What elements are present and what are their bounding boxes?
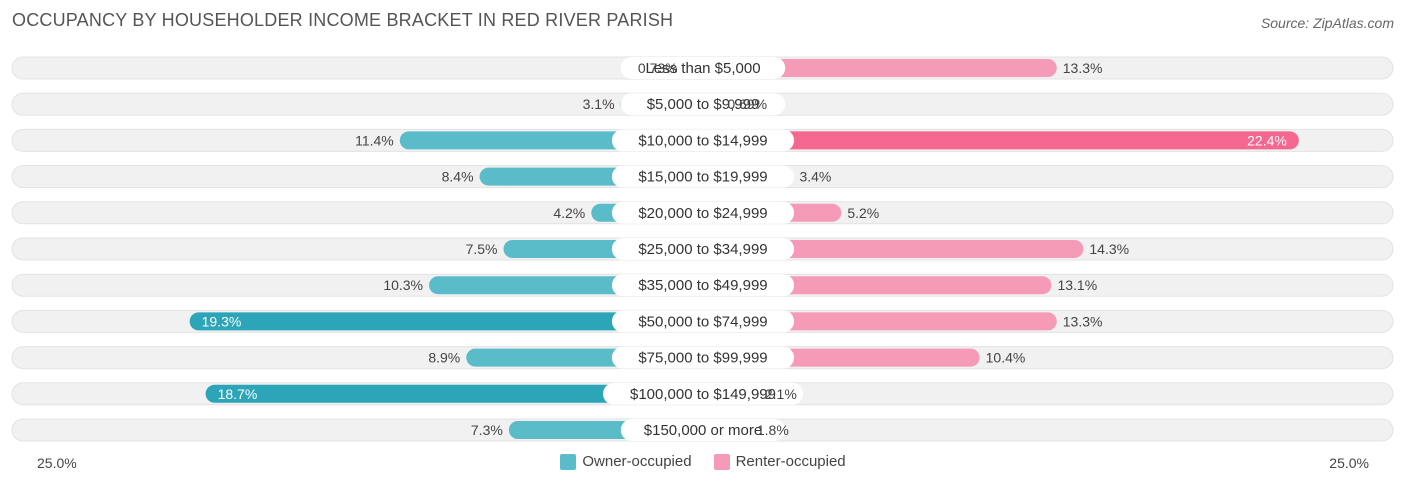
legend-item-owner: Owner-occupied: [560, 453, 692, 470]
legend: Owner-occupied Renter-occupied: [0, 453, 1406, 470]
owner-value-label: 11.4%: [355, 132, 394, 148]
category-label-bg: [620, 419, 786, 441]
category-label-bg: [620, 93, 786, 116]
owner-bar: [189, 312, 712, 331]
renter-bar: [694, 59, 1057, 77]
category-label: $15,000 to $19,999: [638, 169, 767, 186]
legend-swatch-owner: [560, 453, 577, 470]
owner-value-label: 4.2%: [553, 205, 585, 221]
source-credit: Source: ZipAtlas.com: [1260, 15, 1394, 31]
category-label: Less than $5,000: [645, 60, 760, 77]
renter-value-label: 22.4%: [1247, 132, 1287, 148]
category-label-bg: [611, 129, 795, 152]
owner-value-label: 0.73%: [638, 60, 678, 76]
owner-value-label: 19.3%: [202, 313, 242, 329]
chart-title: OCCUPANCY BY HOUSEHOLDER INCOME BRACKET …: [12, 10, 674, 30]
renter-value-label: 13.3%: [1063, 60, 1103, 76]
category-label: $75,000 to $99,999: [638, 350, 767, 367]
category-label: $50,000 to $74,999: [638, 313, 767, 330]
category-label-bg: [611, 346, 795, 369]
renter-value-label: 1.8%: [757, 422, 789, 438]
legend-item-renter: Renter-occupied: [713, 453, 846, 470]
category-label-bg: [611, 274, 795, 297]
category-label: $25,000 to $34,999: [638, 241, 767, 258]
category-label-bg: [611, 201, 795, 224]
legend-label-renter: Renter-occupied: [735, 453, 846, 470]
category-label-bg: [611, 165, 795, 188]
category-label: $10,000 to $14,999: [638, 132, 767, 149]
category-label: $100,000 to $149,999: [630, 386, 776, 403]
owner-value-label: 8.9%: [428, 350, 460, 366]
category-label-bg: [611, 310, 795, 333]
category-label-bg: [620, 57, 786, 79]
category-label: $20,000 to $24,999: [638, 205, 767, 222]
renter-value-label: 5.2%: [847, 205, 879, 221]
renter-value-label: 3.4%: [799, 169, 831, 185]
category-label-bg: [603, 382, 803, 405]
axis-left-label: 25.0%: [37, 455, 77, 471]
renter-value-label: 14.3%: [1089, 241, 1129, 257]
renter-value-label: 0.69%: [727, 96, 767, 112]
owner-value-label: 7.5%: [466, 241, 498, 257]
owner-value-label: 7.3%: [471, 422, 503, 438]
renter-value-label: 13.3%: [1063, 313, 1103, 329]
category-label: $150,000 or more: [644, 422, 762, 439]
owner-value-label: 10.3%: [383, 277, 423, 293]
owner-value-label: 18.7%: [218, 386, 258, 402]
renter-value-label: 13.1%: [1057, 277, 1097, 293]
category-label: $5,000 to $9,999: [647, 96, 760, 113]
axis-right-label: 25.0%: [1329, 455, 1369, 471]
owner-value-label: 3.1%: [583, 96, 615, 112]
owner-bar: [205, 384, 712, 403]
renter-value-label: 2.1%: [765, 386, 797, 402]
owner-value-label: 8.4%: [442, 169, 474, 185]
category-label: $35,000 to $49,999: [638, 277, 767, 294]
legend-label-owner: Owner-occupied: [582, 453, 692, 470]
category-label-bg: [611, 238, 795, 260]
renter-value-label: 10.4%: [986, 350, 1026, 366]
legend-swatch-renter: [713, 453, 730, 470]
renter-bar: [694, 131, 1299, 150]
